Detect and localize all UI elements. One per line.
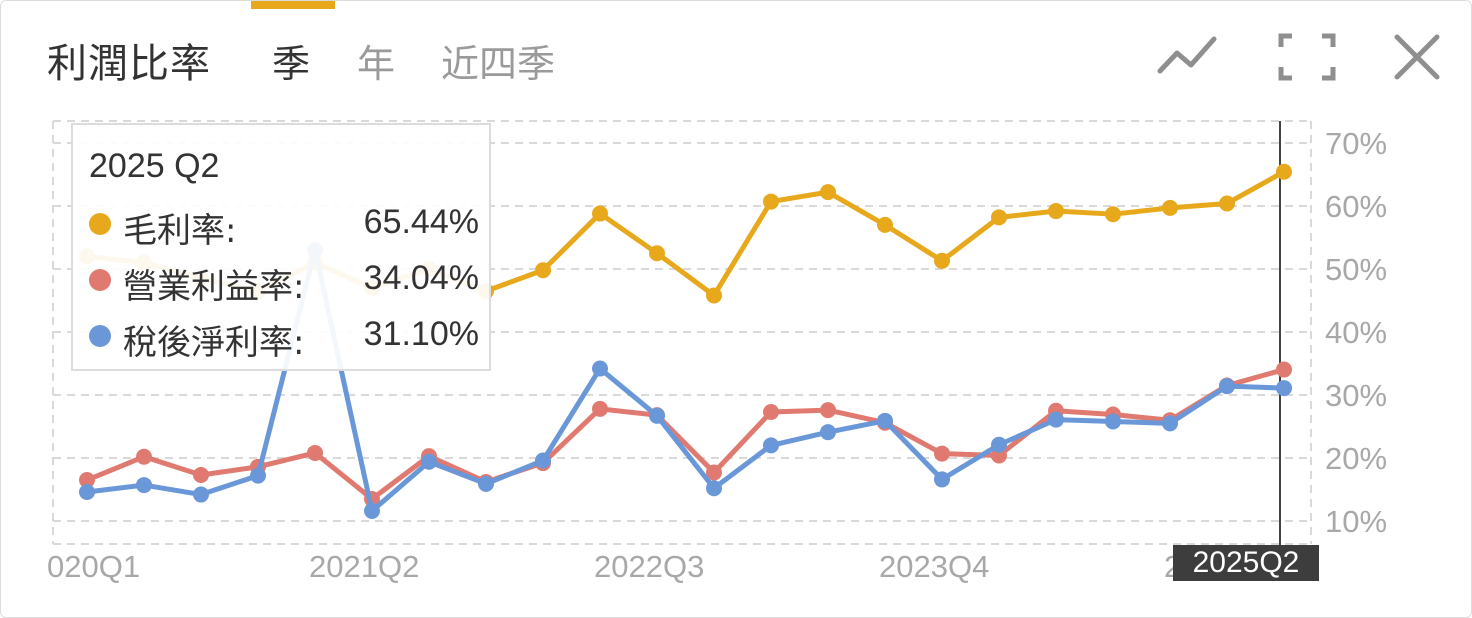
data-point	[535, 452, 551, 469]
operating-dot-icon	[89, 269, 111, 291]
y-tick-label: 30%	[1325, 378, 1387, 413]
data-point	[934, 252, 950, 269]
data-point	[820, 402, 836, 419]
data-point	[877, 412, 893, 429]
data-point	[877, 216, 893, 233]
data-point	[307, 444, 323, 461]
data-point	[649, 407, 665, 424]
tab-quarter[interactable]: 季	[272, 42, 311, 86]
data-point	[991, 436, 1007, 453]
data-point	[1219, 195, 1235, 212]
data-point	[934, 471, 950, 488]
data-point	[1276, 163, 1292, 180]
data-point	[592, 360, 608, 377]
x-axis-highlight-label: 2025Q2	[1173, 545, 1319, 581]
data-point	[763, 193, 779, 210]
data-point	[1105, 413, 1121, 430]
net-dot-icon	[89, 325, 111, 347]
active-tab-indicator	[251, 1, 335, 9]
data-point	[535, 262, 551, 279]
data-point	[649, 245, 665, 262]
fullscreen-icon[interactable]	[1277, 31, 1337, 83]
x-tick-label: 020Q1	[47, 549, 140, 584]
x-tick-label: 2022Q3	[594, 549, 704, 584]
y-tick-label: 70%	[1325, 126, 1387, 161]
data-point	[592, 400, 608, 417]
data-point	[706, 287, 722, 304]
data-point	[136, 448, 152, 465]
tooltip-series-value: 65.44%	[363, 203, 479, 241]
close-icon[interactable]	[1387, 31, 1447, 83]
data-point	[706, 464, 722, 481]
tooltip-row-gross: 毛利率: 65.44%	[89, 203, 479, 251]
data-point	[1048, 203, 1064, 220]
data-point	[934, 445, 950, 462]
y-tick-label: 50%	[1325, 252, 1387, 287]
y-tick-label: 40%	[1325, 315, 1387, 350]
gross-dot-icon	[89, 213, 111, 235]
data-point	[706, 480, 722, 497]
y-tick-label: 20%	[1325, 441, 1387, 476]
data-point	[991, 209, 1007, 226]
tab-last-four-quarters[interactable]: 近四季	[441, 42, 556, 86]
y-tick-label: 10%	[1325, 504, 1387, 539]
data-point	[763, 404, 779, 421]
data-point	[250, 467, 266, 484]
data-point	[1048, 411, 1064, 428]
data-point	[478, 475, 494, 492]
data-point	[592, 205, 608, 222]
data-point	[1219, 378, 1235, 395]
tooltip-series-value: 31.10%	[363, 315, 479, 353]
data-point	[193, 486, 209, 503]
data-point	[364, 502, 380, 519]
tooltip-row-operating: 營業利益率: 34.04%	[89, 259, 479, 307]
x-tick-label: 2021Q2	[309, 549, 419, 584]
tooltip-series-name: 營業利益率:	[123, 267, 305, 307]
card-title: 利潤比率	[47, 41, 211, 87]
data-point	[136, 477, 152, 494]
data-point	[763, 437, 779, 454]
data-point	[79, 472, 95, 489]
tooltip-row-net: 稅後淨利率: 31.10%	[89, 315, 479, 363]
tooltip-series-value: 34.04%	[363, 259, 479, 297]
y-tick-label: 60%	[1325, 189, 1387, 224]
data-point	[79, 484, 95, 501]
data-point	[1162, 415, 1178, 432]
line-chart-icon[interactable]	[1157, 31, 1217, 83]
series-line	[86, 367, 1285, 502]
tooltip-title: 2025 Q2	[89, 147, 220, 185]
data-point	[421, 453, 437, 470]
data-point	[193, 467, 209, 484]
data-point	[820, 424, 836, 441]
data-point	[820, 184, 836, 201]
chart-tooltip: 2025 Q2 毛利率: 65.44% 營業利益率: 34.04% 稅後淨利率:…	[71, 123, 491, 371]
tooltip-series-name: 毛利率:	[123, 211, 237, 251]
data-point	[1105, 206, 1121, 223]
tab-year[interactable]: 年	[357, 42, 396, 86]
tooltip-series-name: 稅後淨利率:	[123, 323, 305, 363]
data-point	[1276, 361, 1292, 378]
x-tick-label: 2023Q4	[879, 549, 989, 584]
data-point	[1276, 380, 1292, 397]
data-point	[1162, 199, 1178, 216]
series-group	[79, 361, 1292, 507]
